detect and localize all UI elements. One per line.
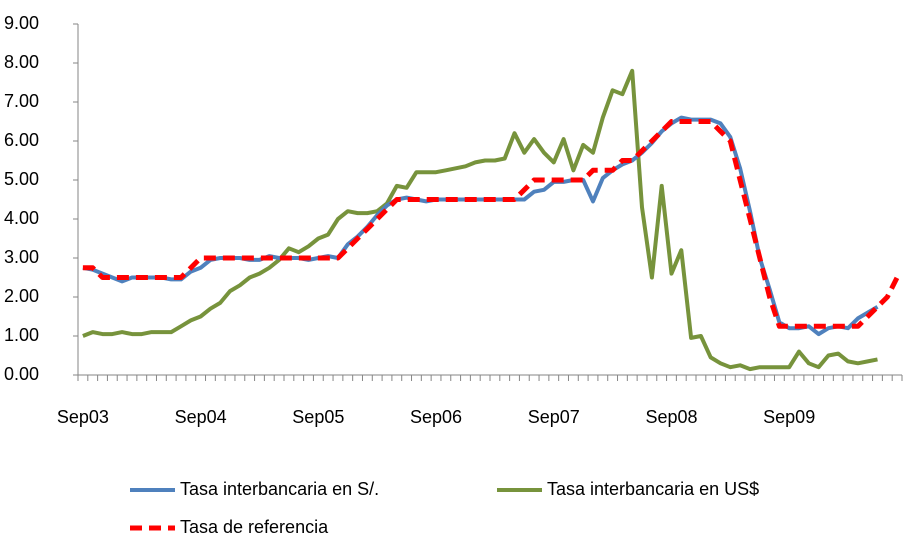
- y-tick-label: 8.00: [4, 52, 39, 72]
- x-tick-label: Sep05: [292, 407, 344, 427]
- line-series: [82, 68, 878, 372]
- y-tick-label: 5.00: [4, 169, 39, 189]
- y-tick-label: 6.00: [4, 130, 39, 150]
- y-tick-label: 7.00: [4, 91, 39, 111]
- x-tick-label: Sep03: [57, 407, 109, 427]
- legend-label: Tasa interbancaria en US$: [547, 479, 759, 499]
- x-tick-label: Sep08: [645, 407, 697, 427]
- y-tick-label: 3.00: [4, 247, 39, 267]
- y-tick-label: 0.00: [4, 364, 39, 384]
- legend-label: Tasa de referencia: [180, 517, 329, 537]
- y-tick-label: 9.00: [4, 13, 39, 33]
- y-tick-label: 4.00: [4, 208, 39, 228]
- line-series: [82, 115, 879, 337]
- legend-label: Tasa interbancaria en S/.: [180, 479, 379, 499]
- x-tick-label: Sep06: [410, 407, 462, 427]
- x-tick-label: Sep09: [763, 407, 815, 427]
- x-tick-label: Sep07: [528, 407, 580, 427]
- x-tick-label: Sep04: [175, 407, 227, 427]
- y-tick-label: 1.00: [4, 325, 39, 345]
- y-tick-label: 2.00: [4, 286, 39, 306]
- line-series: [82, 119, 900, 329]
